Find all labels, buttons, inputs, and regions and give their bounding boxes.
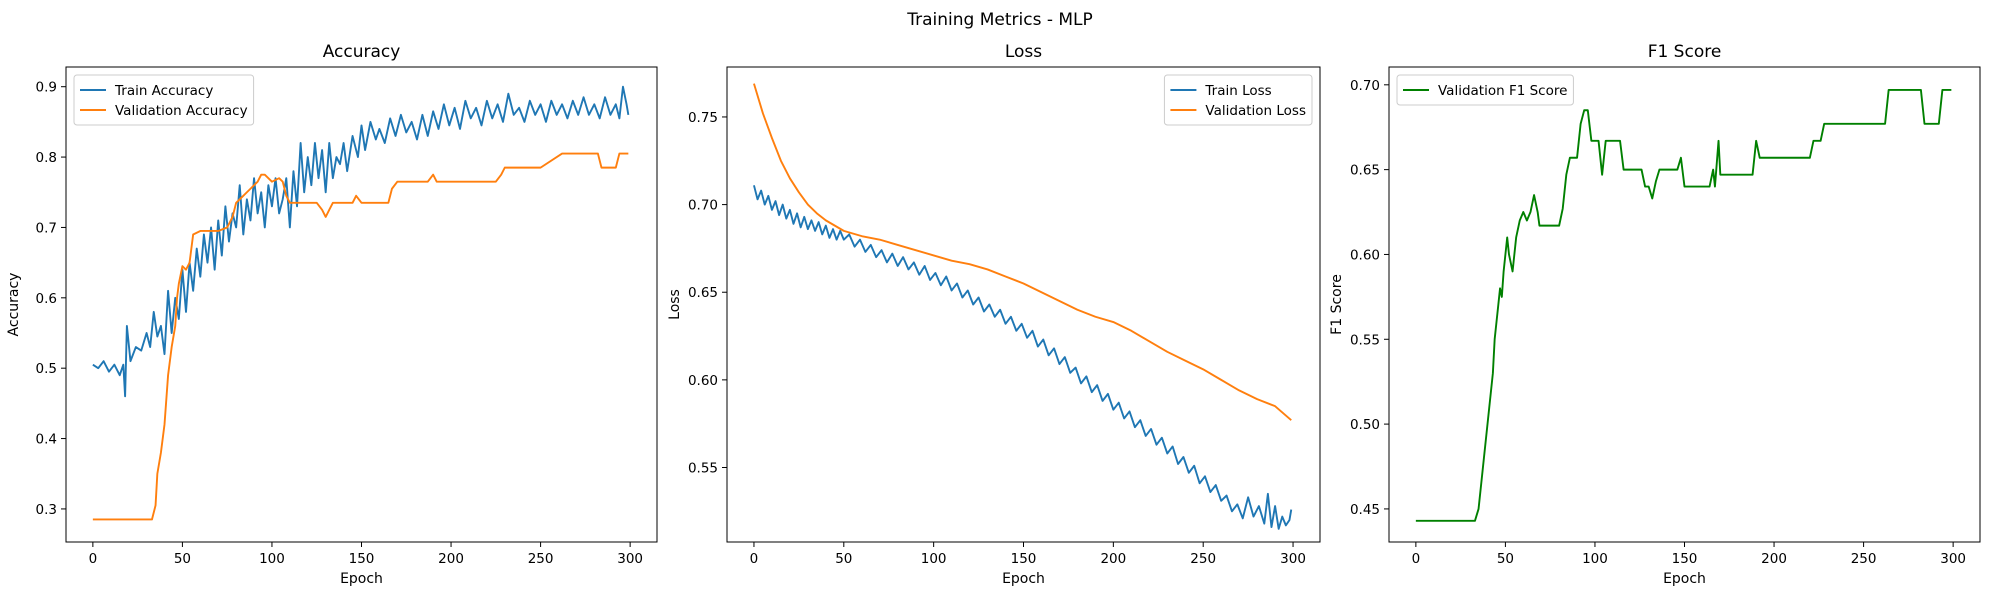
accuracy-xtick-label: 250 [528,551,554,567]
f1-score-ylabel: F1 Score [1329,274,1345,335]
f1-score-ytick-label: 0.70 [1350,78,1380,94]
loss-ytick-label: 0.55 [688,461,718,477]
loss-xtick-label: 300 [1280,551,1306,567]
loss-chart: Loss 0 50 100 150 200 250 300 0.55 0.60 0.65 0.70 0.… [667,42,1321,587]
f1-score-ytick-label: 0.55 [1350,332,1380,348]
loss-xtick-label: 100 [921,551,947,567]
f1-score-xtick-label: 50 [1497,551,1514,567]
validation-loss-line [753,83,1292,421]
accuracy-xtick-label: 200 [438,551,464,567]
f1-score-title: F1 Score [1648,42,1722,62]
accuracy-xtick-label: 0 [89,551,98,567]
f1-score-xtick-label: 0 [1412,551,1421,567]
loss-xlabel: Epoch [1002,571,1045,587]
validation-f1-score-legend-label: Validation F1 Score [1438,83,1567,99]
f1-score-xtick-label: 250 [1851,551,1877,567]
train-accuracy-legend-label: Train Accuracy [114,83,213,99]
accuracy-xtick-label: 100 [259,551,285,567]
accuracy-ytick-label: 0.4 [36,432,57,448]
f1-score-xtick-label: 100 [1582,551,1608,567]
accuracy-legend: Train Accuracy Validation Accuracy [73,74,255,126]
f1-score-xlabel: Epoch [1663,571,1706,587]
accuracy-ytick-label: 0.9 [36,80,57,96]
f1-score-xtick-label: 300 [1940,551,1966,567]
loss-axes-frame [726,66,1321,543]
loss-ylabel: Loss [667,289,683,320]
f1-score-axes-frame [1388,66,1981,543]
loss-xtick-label: 150 [1011,551,1037,567]
accuracy-title: Accuracy [323,42,401,62]
loss-ytick-label: 0.60 [688,373,718,389]
f1-score-chart: F1 Score 0 50 100 150 200 250 300 0.45 0.50 0.55 0.… [1329,42,1981,587]
f1-score-ytick-label: 0.50 [1350,417,1380,433]
validation-loss-legend-label: Validation Loss [1205,103,1306,119]
accuracy-xlabel: Epoch [340,571,383,587]
accuracy-xtick-label: 150 [349,551,375,567]
accuracy-axes-frame [65,66,658,543]
f1-score-xtick-label: 200 [1761,551,1787,567]
loss-ytick-label: 0.65 [688,285,718,301]
loss-legend: Train Loss Validation Loss [1163,74,1313,126]
validation-f1-score-line [1415,88,1952,522]
accuracy-ytick-label: 0.5 [36,361,57,377]
f1-score-ytick-label: 0.60 [1350,247,1380,263]
loss-xtick-label: 50 [835,551,852,567]
accuracy-ytick-label: 0.3 [36,502,57,518]
loss-ytick-label: 0.70 [688,198,718,214]
train-loss-line [753,185,1293,530]
figure-title: Training Metrics - MLP [906,10,1093,30]
train-loss-legend-label: Train Loss [1204,83,1271,99]
loss-xtick-label: 250 [1190,551,1216,567]
accuracy-xtick-label: 50 [174,551,191,567]
f1-score-ytick-label: 0.65 [1350,163,1380,179]
loss-ytick-label: 0.75 [688,110,718,126]
accuracy-ytick-label: 0.8 [36,150,57,166]
accuracy-ytick-label: 0.6 [36,291,57,307]
accuracy-ytick-label: 0.7 [36,220,57,236]
loss-xtick-label: 0 [750,551,759,567]
accuracy-xtick-label: 300 [617,551,643,567]
validation-accuracy-legend-label: Validation Accuracy [115,103,248,119]
accuracy-chart: Accuracy 0 50 100 150 200 250 300 0.3 0.4 0.5 0.6 0.… [6,42,658,587]
loss-title: Loss [1005,42,1042,62]
train-accuracy-line [92,85,630,398]
f1-score-xtick-label: 150 [1672,551,1698,567]
f1-score-ytick-label: 0.45 [1350,502,1380,518]
f1-score-legend: Validation F1 Score [1396,74,1574,106]
validation-accuracy-line [92,152,629,521]
loss-xtick-label: 200 [1100,551,1126,567]
accuracy-ylabel: Accuracy [6,273,22,337]
